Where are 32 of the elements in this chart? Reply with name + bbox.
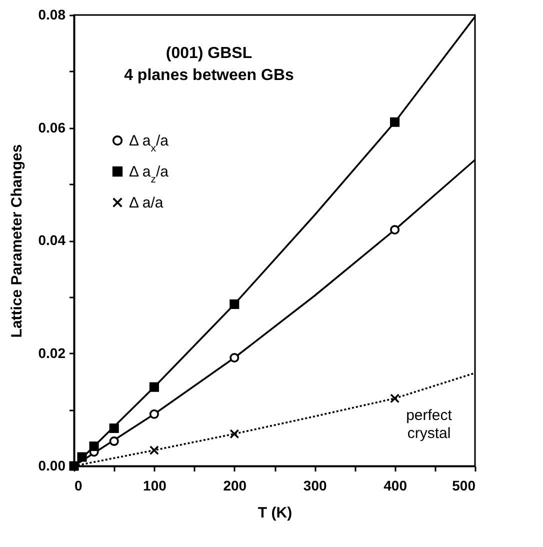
point — [109, 423, 119, 433]
point — [89, 441, 99, 452]
x-tick-label: 0 — [74, 478, 82, 494]
x-tick-label: 100 — [143, 478, 167, 494]
point — [390, 225, 400, 235]
point — [149, 409, 159, 419]
y-tick-label: 0.04 — [38, 232, 66, 248]
x-axis-title: T (K) — [258, 504, 292, 522]
x-tick-label: 300 — [303, 478, 327, 494]
point — [390, 394, 400, 404]
legend-label: Δ a/a — [129, 194, 164, 212]
x-tick-label: 500 — [452, 478, 476, 494]
point — [390, 117, 400, 127]
y-axis-title: Lattice Parameter Changes — [8, 144, 26, 338]
point — [149, 445, 159, 455]
point — [230, 299, 240, 309]
annotation: (001) GBSL — [166, 45, 252, 62]
y-tick-label: 0.08 — [38, 6, 66, 22]
point — [109, 436, 119, 446]
legend-label: Δ a$_{z}$/a — [129, 164, 170, 186]
point — [230, 429, 240, 439]
y-tick-label: 0.02 — [38, 344, 66, 361]
annotation: 4 planes between GBs — [124, 67, 294, 84]
x-tick-label: 200 — [223, 478, 247, 494]
annotation: perfect crystal — [406, 407, 453, 442]
point — [230, 352, 240, 363]
point — [149, 382, 159, 392]
y-tick-label: 0.00 — [38, 458, 66, 474]
x-tick-label: 400 — [384, 478, 408, 494]
legend-label: Δ a$_{x}$/a — [129, 132, 170, 154]
y-tick-label: 0.06 — [38, 119, 66, 136]
point — [77, 452, 87, 462]
